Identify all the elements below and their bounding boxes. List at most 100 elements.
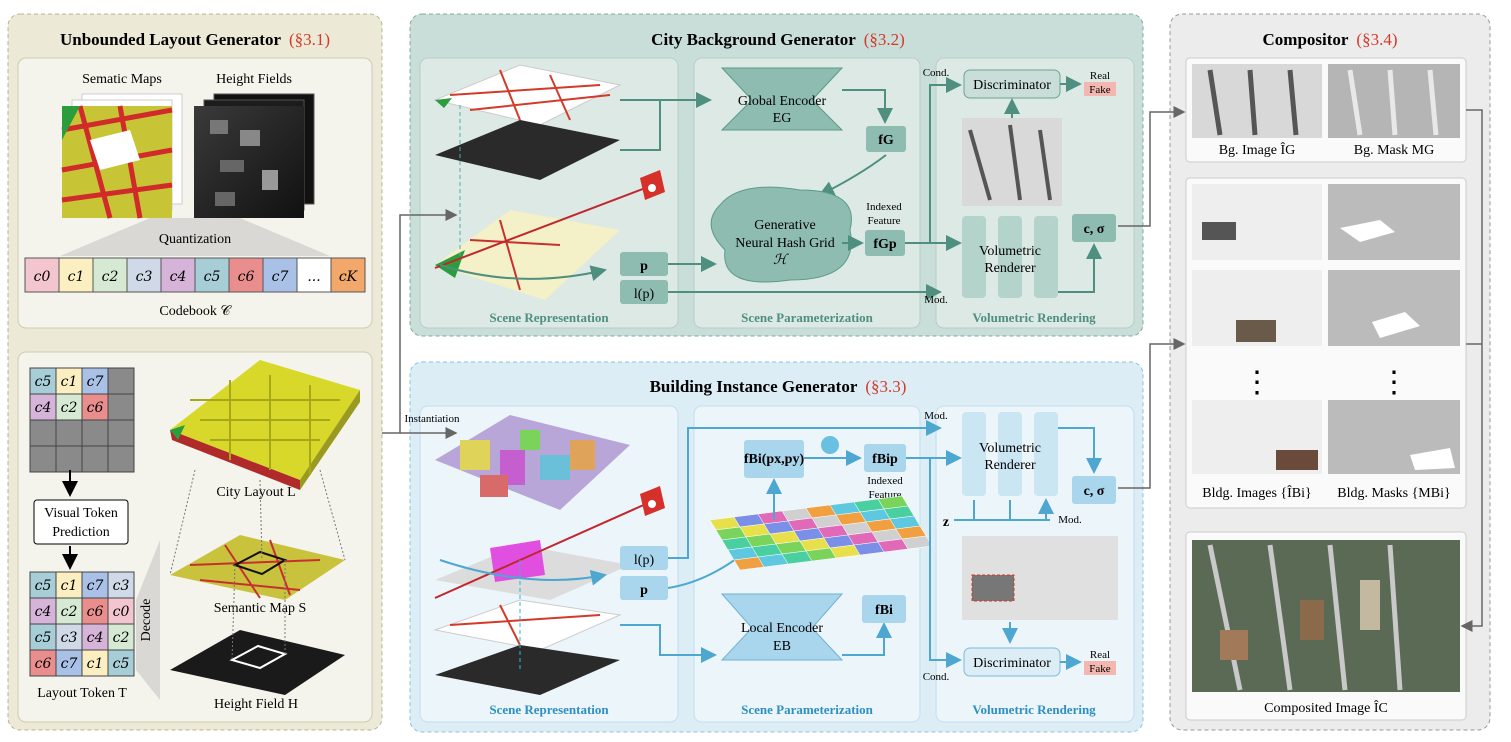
- city-lp-label: l(p): [634, 287, 655, 302]
- city-real-label: Real: [1090, 70, 1110, 82]
- codebook-token: cK: [339, 269, 359, 285]
- bldg-masks-label: Bldg. Masks {MBi}: [1337, 486, 1450, 501]
- compositor-panel: Compositor (§3.4) Bg. Image ÎG Bg. Mask …: [1118, 13, 1491, 731]
- city-p-label: p: [640, 259, 648, 274]
- compositor-title: Compositor: [1263, 30, 1349, 49]
- bldg-indexed-label: Indexed: [867, 475, 903, 487]
- token-cell: [107, 649, 135, 677]
- token-cell: [29, 445, 57, 473]
- building-ref: (§3.3): [865, 377, 906, 396]
- z-label: z: [943, 515, 949, 530]
- token-text: c1: [61, 578, 78, 594]
- fBi-label: fBi: [875, 603, 893, 618]
- token-cell: [107, 367, 135, 395]
- token-cell: [107, 623, 135, 651]
- svg-text:City Background Generator: City Background Generator (§3.2): [651, 30, 905, 49]
- quantization-label: Quantization: [159, 232, 231, 247]
- token-text: c5: [35, 578, 52, 594]
- bldg-cond-label: Cond.: [923, 671, 950, 683]
- token-cell: [81, 445, 109, 473]
- codebook-cell: [330, 257, 366, 293]
- prediction-label: Prediction: [52, 525, 110, 540]
- token-text: c3: [113, 578, 130, 594]
- codebook-cell: [92, 257, 128, 293]
- token-cell: [55, 419, 83, 447]
- bldg-renderer-label-2: Renderer: [984, 458, 1036, 473]
- token-cell: [29, 393, 57, 421]
- token-cell: [81, 419, 109, 447]
- token-text: c6: [87, 400, 104, 416]
- token-cell: [81, 649, 109, 677]
- bldg-lp-label: l(p): [634, 553, 655, 568]
- city-bg-title: City Background Generator: [651, 30, 856, 49]
- height-fields-label: Height Fields: [216, 72, 292, 87]
- layout-token-grid-partial: c5 c1 c7 c4 c2 c6: [29, 367, 135, 473]
- city-renderer-label-2: Renderer: [984, 261, 1036, 276]
- token-text: c4: [87, 630, 104, 646]
- token-text: c5: [35, 630, 52, 646]
- hash-grid-label-3: ℋ: [773, 253, 789, 268]
- bldg-real-label: Real: [1090, 649, 1110, 661]
- svg-text:Unbounded Layout Generator: Unbounded Layout Generator (§3.1): [60, 30, 330, 49]
- token-text: c6: [35, 656, 52, 672]
- height-field-thumbnails: [194, 93, 315, 218]
- codebook-token: ...: [307, 269, 320, 285]
- city-layout-3d: [170, 360, 360, 490]
- compositor-ref: (§3.4): [1356, 30, 1397, 49]
- codebook-row: c0 c1 c2 c3 c4 c5 c6 c7... cK: [24, 257, 366, 293]
- codebook-cell: [296, 257, 332, 293]
- height-field-label: Height Field H: [214, 697, 298, 712]
- bg-image-label: Bg. Image ÎG: [1219, 141, 1296, 158]
- vertical-ellipsis-left: ⋮: [1242, 366, 1272, 399]
- layout-gen-title: Unbounded Layout Generator: [60, 30, 281, 49]
- city-discriminator-label: Discriminator: [973, 78, 1051, 93]
- token-text: c5: [113, 656, 130, 672]
- codebook-cell: [160, 257, 196, 293]
- semantic-maps-label: Sematic Maps: [82, 72, 162, 87]
- token-cell: [55, 571, 83, 599]
- f-Bip-label: fBip: [872, 452, 898, 467]
- bldg-scene-repr-label: Scene Representation: [489, 702, 609, 717]
- token-text: c3: [61, 630, 78, 646]
- bldg-discriminator-label: Discriminator: [973, 656, 1051, 671]
- token-text: c1: [61, 374, 78, 390]
- city-background-panel: City Background Generator (§3.2) Scene R…: [409, 13, 1144, 337]
- token-cell: [81, 623, 109, 651]
- global-encoder-label: Global Encoder: [738, 94, 827, 109]
- global-encoder-sub: EG: [773, 111, 792, 126]
- codebook-label: Codebook 𝒞: [159, 304, 232, 319]
- token-text: c7: [87, 578, 104, 594]
- semantic-map-plane: [170, 535, 345, 600]
- feature-grid-cell: [901, 535, 933, 550]
- hash-grid-label-1: Generative: [754, 218, 815, 233]
- bg-mask-label: Bg. Mask MG: [1354, 143, 1435, 158]
- svg-text:Compositor (§3.4): Compositor (§3.4): [1263, 30, 1398, 49]
- token-text: c2: [61, 604, 78, 620]
- city-scene-param-label: Scene Parameterization: [741, 310, 874, 325]
- codebook-token: c5: [204, 269, 221, 285]
- token-text: c0: [113, 604, 130, 620]
- codebook-token: c0: [34, 269, 51, 285]
- vertical-ellipsis-right: ⋮: [1379, 366, 1409, 399]
- composited-label: Composited Image ÎC: [1264, 699, 1388, 716]
- bldg-p-label: p: [640, 583, 648, 598]
- layout-token-label: Layout Token T: [37, 686, 127, 701]
- city-feature-label: Feature: [868, 215, 901, 227]
- token-cell: [107, 597, 135, 625]
- layout-generator-panel: Unbounded Layout Generator (§3.1) Semati…: [7, 13, 383, 731]
- local-encoder-label: Local Encoder: [741, 621, 823, 636]
- token-cell: [55, 367, 83, 395]
- city-indexed-label: Indexed: [866, 201, 902, 213]
- semantic-map-label: Semantic Map S: [214, 601, 307, 616]
- token-cell: [29, 419, 57, 447]
- bldg-mod2-label: Mod.: [1058, 514, 1082, 526]
- token-cell: [107, 419, 135, 447]
- token-text: c7: [61, 656, 78, 672]
- city-c-sigma-label: c, σ: [1084, 222, 1105, 237]
- token-cell: [81, 367, 109, 395]
- codebook-token: c1: [68, 269, 85, 285]
- city-renderer-label-1: Volumetric: [979, 244, 1041, 259]
- token-text: c5: [35, 374, 52, 390]
- bldg-images-label: Bldg. Images {ÎBi}: [1202, 484, 1311, 501]
